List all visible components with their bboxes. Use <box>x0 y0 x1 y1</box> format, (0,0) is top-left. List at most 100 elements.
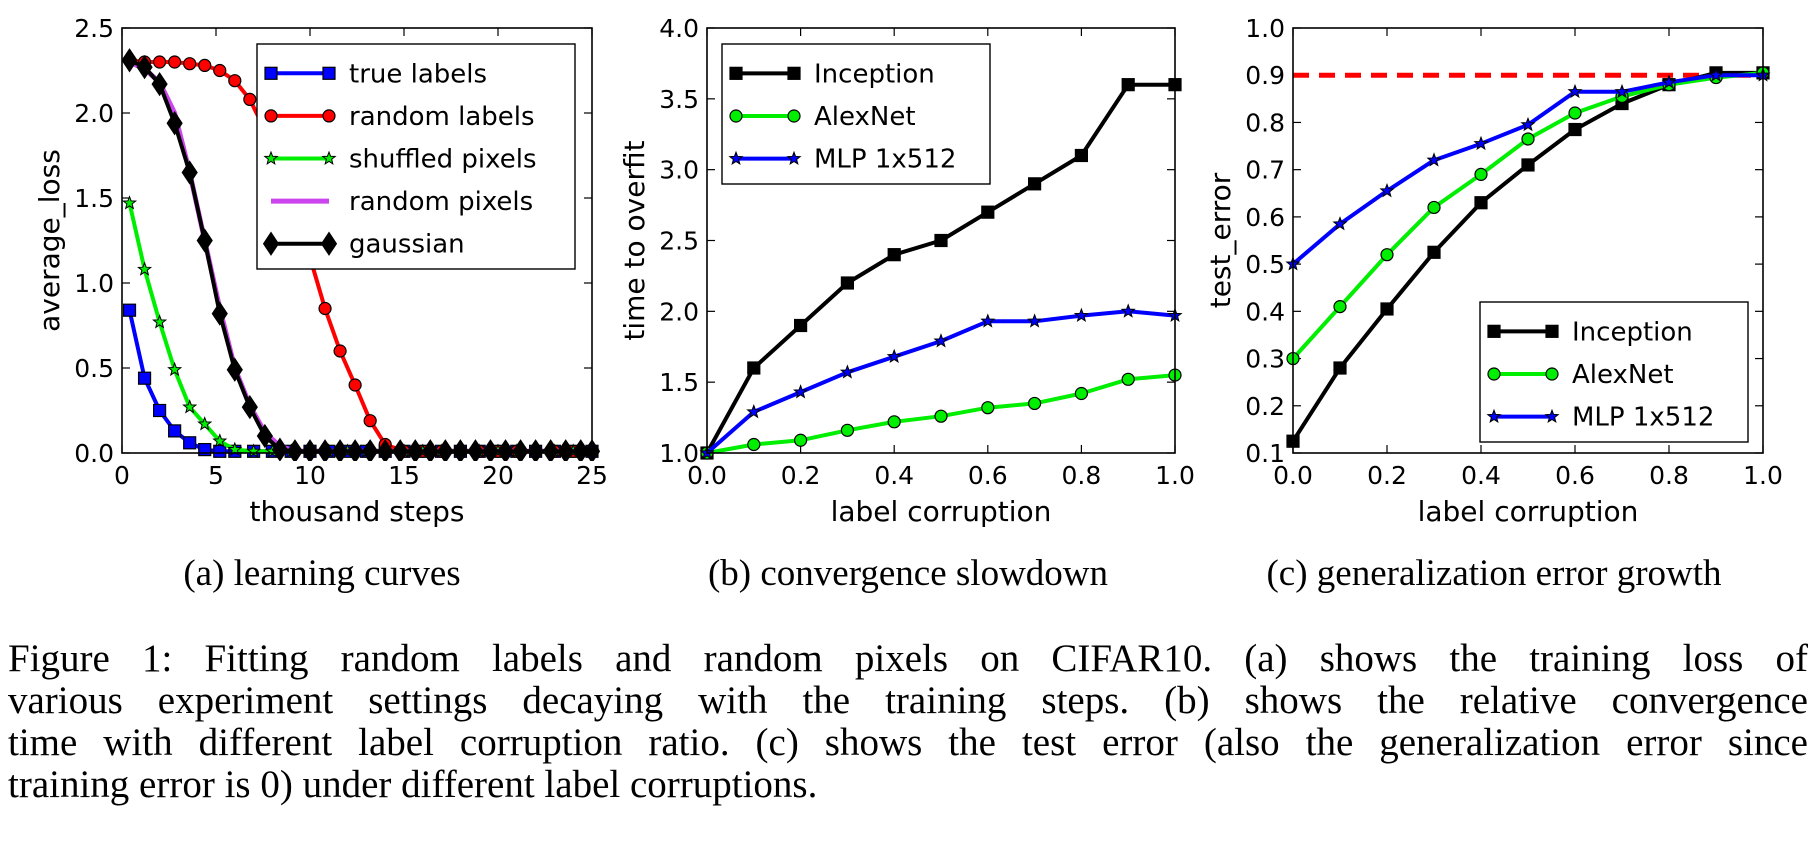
legend-marker <box>786 150 802 166</box>
data-point <box>136 54 153 80</box>
series-line-true-labels <box>127 309 592 454</box>
series-line-mlp-1x512 <box>705 309 1176 455</box>
data-point <box>887 415 901 429</box>
y-tick-label: 1.5 <box>659 368 699 397</box>
legend-marker <box>728 150 744 166</box>
data-point <box>243 92 257 107</box>
data-point <box>527 439 544 461</box>
legend-marker <box>322 109 336 123</box>
data-point <box>1333 361 1347 375</box>
legend-label: random pixels <box>349 187 533 217</box>
data-point <box>1474 196 1488 210</box>
data-point <box>137 261 153 276</box>
y-tick-label: 1.0 <box>659 439 699 468</box>
data-point <box>301 439 319 461</box>
data-point <box>137 371 152 385</box>
data-point <box>213 63 227 78</box>
data-point <box>933 333 949 348</box>
data-point <box>362 439 379 461</box>
data-point <box>153 403 167 418</box>
data-point <box>1121 78 1135 92</box>
y-tick-label: 0.9 <box>1245 61 1285 90</box>
x-tick-label: 20 <box>482 461 514 490</box>
data-point <box>377 439 394 461</box>
data-point <box>437 439 454 461</box>
caption-line: time with different label corruption rat… <box>8 721 1808 764</box>
y-tick-label: 1.0 <box>74 269 114 298</box>
data-point <box>1521 158 1535 172</box>
y-tick-label: 0.1 <box>1245 439 1285 468</box>
data-point <box>1074 148 1089 163</box>
x-tick-label: 1.0 <box>1743 461 1783 490</box>
data-point <box>347 439 364 461</box>
legend-label: AlexNet <box>814 102 916 132</box>
data-point <box>183 57 197 71</box>
data-point <box>452 439 469 461</box>
legend-label: MLP 1x512 <box>814 145 956 175</box>
data-point <box>333 344 347 358</box>
y-tick-label: 3.5 <box>659 85 699 114</box>
x-tick-label: 0.4 <box>874 461 914 490</box>
data-point <box>1474 167 1488 181</box>
y-tick-label: 0.6 <box>1245 203 1285 232</box>
x-tick-label: 0.6 <box>1555 461 1595 490</box>
data-point <box>152 314 168 329</box>
data-point <box>1074 386 1089 401</box>
data-point <box>1332 216 1348 231</box>
legend-label: Inception <box>814 59 935 89</box>
y-tick-label: 0.8 <box>1245 108 1285 137</box>
legend-marker <box>322 66 336 80</box>
data-point <box>1073 307 1089 322</box>
data-point <box>1614 83 1630 99</box>
legend-marker <box>264 66 278 80</box>
subcaption-c: (c) generalization error growth <box>1266 553 1722 594</box>
x-tick-label: 0.2 <box>781 461 821 490</box>
legend-marker <box>1487 324 1501 338</box>
legend-label: shuffled pixels <box>349 145 536 175</box>
y-tick-label: 2.0 <box>74 99 114 128</box>
data-point <box>1473 135 1489 151</box>
legend: Inception AlexNet MLP 1x512 <box>721 43 991 185</box>
y-tick-label: 1.5 <box>74 184 114 213</box>
x-tick-label: 0.8 <box>1649 461 1689 490</box>
data-point <box>793 318 808 333</box>
legend-marker <box>1544 408 1560 424</box>
subcaption-a: (a) learning curves <box>183 553 461 594</box>
data-point <box>512 439 529 461</box>
data-point <box>212 433 228 448</box>
data-point <box>392 439 409 461</box>
data-point <box>497 439 514 461</box>
legend-marker <box>263 150 279 165</box>
legend-marker <box>787 66 801 80</box>
x-tick-label: 0.2 <box>1367 461 1407 490</box>
data-point <box>747 361 761 375</box>
legend-label: AlexNet <box>1572 360 1674 390</box>
chart-panel-a: 0 5 10 15 20 25 0.0 0.5 1.0 1.5 2.0 2.5 thousand ste… <box>33 14 608 528</box>
data-point <box>153 55 167 69</box>
data-point <box>1027 177 1042 191</box>
y-axis-label: test_error <box>1204 172 1237 308</box>
data-point <box>934 233 948 248</box>
data-point <box>1333 300 1347 314</box>
x-tick-label: 5 <box>208 461 224 490</box>
data-point <box>1380 302 1394 316</box>
data-point <box>241 394 258 420</box>
data-point <box>747 437 761 452</box>
legend-marker <box>264 109 278 123</box>
data-point <box>1120 303 1136 318</box>
data-point <box>166 111 183 136</box>
x-tick-label: 0 <box>114 461 130 490</box>
data-point <box>286 439 304 461</box>
y-tick-label: 1.0 <box>1245 14 1285 43</box>
plot-frame <box>121 27 593 454</box>
legend-marker <box>787 109 801 123</box>
data-point <box>1568 122 1582 137</box>
x-axis-label: label corruption <box>1418 495 1639 528</box>
data-point <box>348 378 362 392</box>
data-point <box>886 348 902 364</box>
data-point <box>198 58 212 73</box>
data-point <box>482 439 499 461</box>
legend-marker <box>1545 324 1559 338</box>
chart-panel-b: 0.0 0.2 0.4 0.6 0.8 1.0 1.0 1.5 2.0 2.5 3.0 3.5 4.0 l… <box>618 14 1195 528</box>
